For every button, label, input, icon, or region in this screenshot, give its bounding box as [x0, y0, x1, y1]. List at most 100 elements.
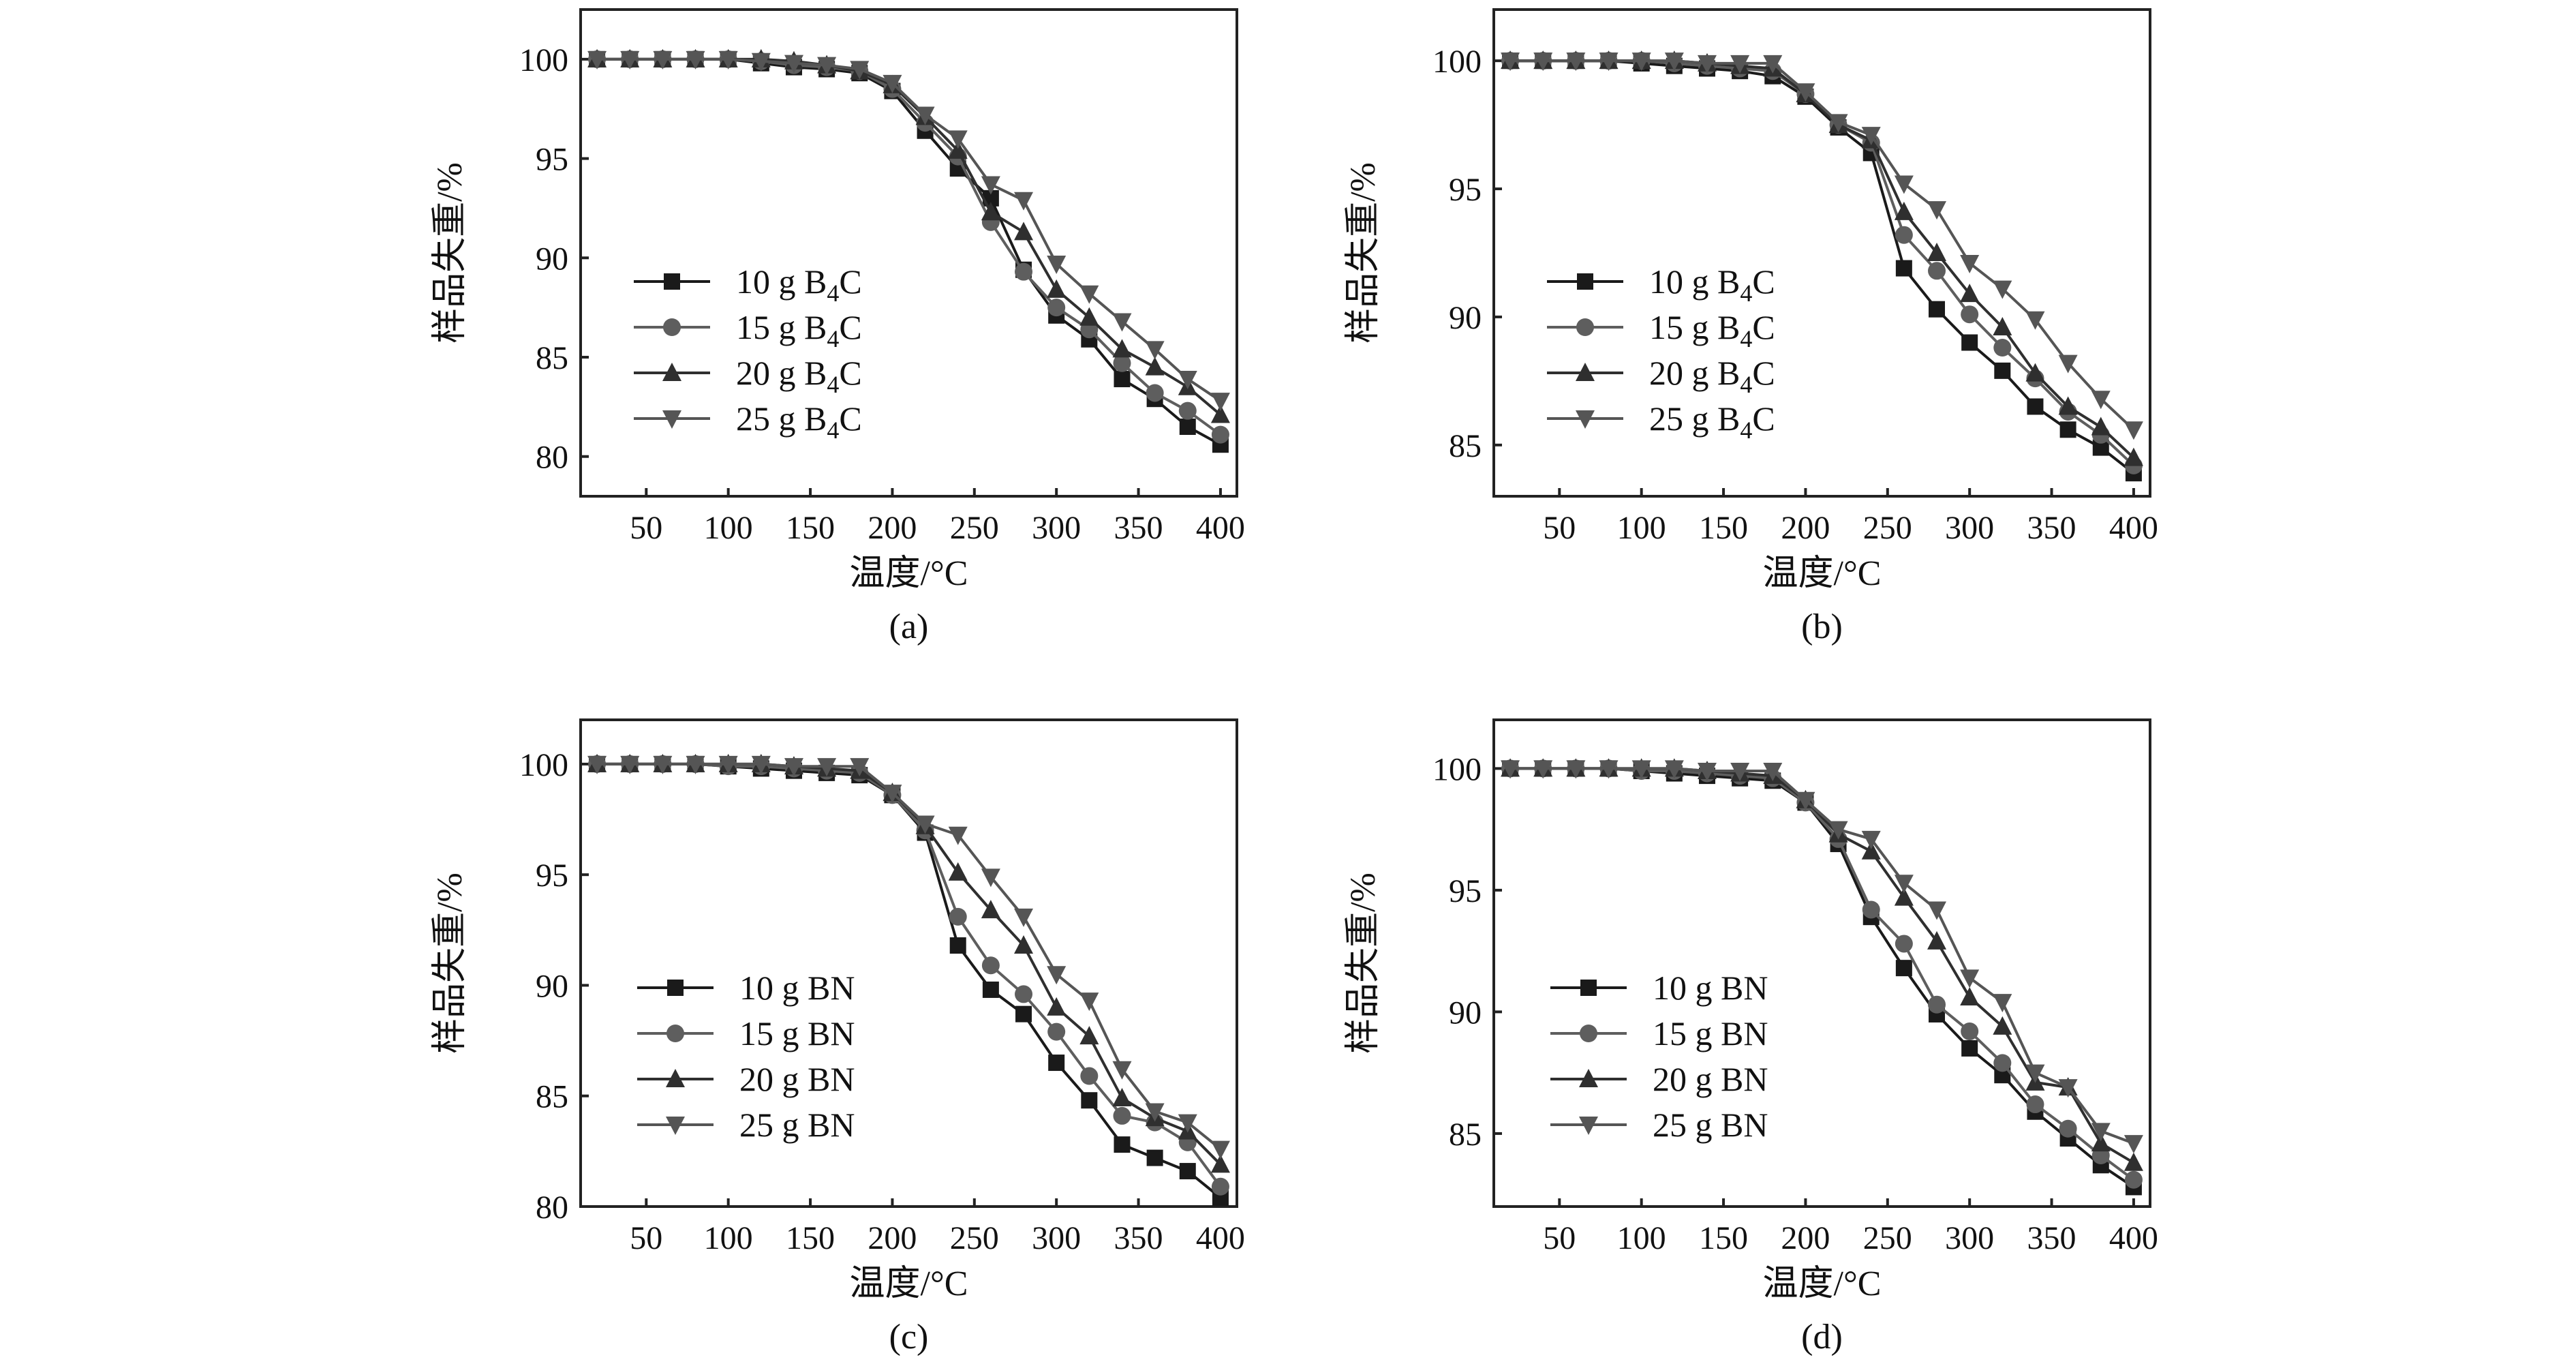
x-tick-label: 250	[1863, 510, 1912, 546]
data-point	[1047, 997, 1067, 1016]
series	[589, 50, 1229, 453]
data-point	[1994, 362, 2011, 379]
data-point	[1015, 1005, 1032, 1022]
data-point	[2123, 1135, 2143, 1154]
data-point	[981, 868, 1000, 888]
data-point	[2058, 1079, 2078, 1098]
data-point	[1828, 821, 1848, 840]
data-point	[1211, 425, 1229, 444]
x-tick-label: 200	[1781, 510, 1830, 546]
data-point	[1763, 55, 1783, 74]
legend-marker	[662, 363, 681, 381]
x-tick-label: 100	[704, 1220, 753, 1256]
data-point	[1112, 339, 1132, 358]
y-tick-label: 85	[1449, 428, 1482, 464]
data-point	[1961, 1022, 1979, 1040]
series	[1501, 52, 2143, 474]
data-point	[653, 755, 673, 774]
y-tick-label: 100	[519, 42, 568, 78]
data-point	[2058, 396, 2078, 415]
x-tick-label: 50	[630, 510, 662, 546]
data-point	[1960, 255, 1980, 274]
data-point	[1079, 992, 1099, 1012]
y-tick-label: 90	[536, 241, 568, 277]
data-point	[981, 956, 1000, 975]
plot-frame	[579, 8, 1238, 498]
legend-label: 10 g BN	[1653, 969, 1768, 1007]
series	[588, 755, 1229, 1196]
y-tick-label: 85	[1449, 1117, 1482, 1153]
data-point	[1015, 985, 1033, 1003]
data-point	[2091, 416, 2111, 436]
y-tick-label: 100	[1432, 751, 1482, 787]
x-tick-label: 250	[1863, 1220, 1912, 1256]
x-tick-label: 50	[1543, 510, 1576, 546]
x-tick-label: 300	[1032, 510, 1081, 546]
series	[1502, 760, 2142, 1196]
x-tick-label: 400	[1196, 1220, 1245, 1256]
data-point	[948, 862, 968, 881]
data-point	[1210, 1154, 1230, 1173]
legend-marker	[1576, 363, 1595, 381]
data-point	[784, 55, 803, 74]
legend-label: 25 g B4C	[736, 399, 862, 444]
data-point	[948, 826, 968, 845]
data-point	[686, 50, 705, 70]
legend-marker	[1579, 1117, 1598, 1135]
data-point	[1080, 1067, 1099, 1085]
x-tick-label: 300	[1032, 1220, 1081, 1256]
data-point	[2123, 447, 2143, 466]
series	[1501, 760, 2143, 1154]
data-point	[1894, 875, 1914, 894]
panel-label: (b)	[1801, 607, 1843, 646]
data-point	[2059, 421, 2076, 438]
data-point	[1993, 280, 2012, 299]
data-point	[1599, 52, 1619, 72]
x-tick-label: 50	[1543, 1220, 1576, 1256]
x-tick-label: 400	[2109, 1220, 2158, 1256]
series	[1502, 52, 2142, 482]
data-point	[1961, 1040, 1978, 1057]
data-point	[2091, 391, 2111, 410]
legend-label: 15 g BN	[739, 1014, 855, 1052]
legend: 10 g BN 15 g BN 20 g BN 25 g BN	[637, 969, 855, 1144]
data-point	[686, 755, 705, 774]
series-line	[1510, 767, 2134, 1145]
x-tick-label: 350	[1114, 1220, 1163, 1256]
legend-label: 25 g B4C	[1649, 399, 1775, 444]
data-point	[1697, 762, 1717, 781]
data-point	[817, 57, 837, 76]
x-tick-label: 250	[950, 1220, 999, 1256]
legend-marker	[1579, 1069, 1598, 1087]
legend-marker	[667, 980, 684, 996]
data-point	[1828, 114, 1848, 133]
y-tick-label: 100	[1432, 44, 1482, 80]
data-point	[1895, 226, 1913, 244]
data-point	[1894, 201, 1914, 220]
data-point	[1112, 1061, 1132, 1080]
x-axis-label: 温度/°C	[850, 1264, 968, 1303]
data-point	[948, 140, 968, 159]
y-tick-label: 90	[1449, 300, 1482, 336]
data-point	[1961, 305, 1979, 324]
data-point	[1210, 1140, 1230, 1160]
legend-marker	[666, 1025, 684, 1042]
data-point	[1895, 935, 1913, 953]
data-point	[1993, 1054, 2012, 1072]
y-tick-label: 95	[1449, 172, 1482, 208]
data-point	[718, 755, 738, 774]
data-point	[1014, 935, 1034, 954]
data-point	[1730, 762, 1750, 781]
data-point	[1862, 900, 1880, 919]
data-point	[1145, 1103, 1165, 1122]
x-tick-label: 350	[2027, 510, 2076, 546]
data-point	[850, 758, 870, 777]
y-tick-label: 80	[536, 1189, 568, 1226]
x-tick-label: 100	[704, 510, 753, 546]
x-tick-label: 150	[1699, 1220, 1748, 1256]
legend-marker	[1576, 410, 1595, 429]
data-point	[2091, 1123, 2111, 1142]
data-point	[1179, 419, 1196, 435]
data-point	[1081, 1092, 1098, 1109]
